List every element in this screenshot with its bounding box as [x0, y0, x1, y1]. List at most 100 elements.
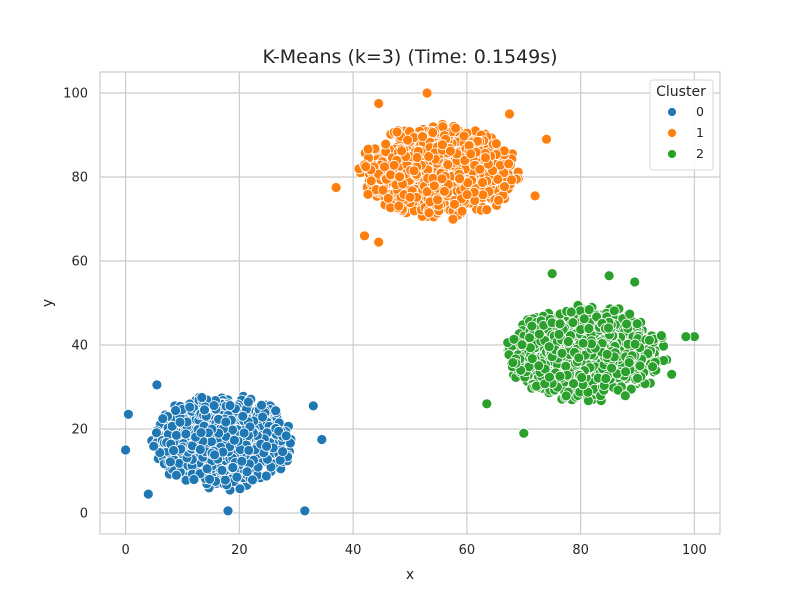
legend-marker-cluster-2	[667, 149, 677, 159]
data-point	[228, 434, 240, 446]
data-point	[168, 445, 180, 456]
data-point	[234, 483, 246, 495]
data-point	[556, 347, 568, 359]
data-point	[411, 152, 423, 163]
data-point	[237, 410, 249, 422]
data-point	[458, 130, 470, 142]
data-point	[421, 186, 433, 198]
data-point	[543, 341, 555, 353]
data-point	[122, 408, 134, 420]
data-point	[444, 145, 456, 157]
data-point	[270, 405, 282, 417]
data-point	[608, 305, 620, 317]
data-point	[423, 207, 435, 219]
y-tick-label: 60	[71, 255, 88, 270]
data-point	[157, 413, 169, 425]
legend-label-cluster-2: 2	[696, 146, 704, 161]
data-point	[257, 411, 269, 423]
x-tick-label: 0	[121, 543, 129, 558]
data-point	[450, 122, 462, 134]
cluster-0-points	[120, 379, 328, 517]
data-point	[493, 194, 504, 206]
data-point	[541, 133, 552, 145]
data-point	[209, 449, 221, 461]
data-point	[385, 169, 397, 181]
y-tick-label: 80	[71, 171, 88, 186]
data-point	[421, 87, 433, 99]
legend-marker-cluster-1	[667, 128, 677, 138]
data-point	[544, 371, 555, 383]
data-point	[603, 270, 615, 282]
data-point	[373, 98, 385, 109]
data-point	[277, 446, 289, 458]
data-point	[577, 337, 589, 349]
x-tick-label: 80	[572, 543, 589, 558]
data-point	[567, 317, 579, 329]
data-point	[578, 313, 590, 325]
x-tick-label: 40	[345, 543, 362, 558]
data-point	[260, 470, 272, 482]
data-point	[241, 466, 253, 478]
data-point	[238, 427, 250, 439]
data-point	[583, 304, 595, 316]
data-point	[461, 189, 473, 201]
cluster-2-points	[481, 268, 700, 439]
data-point	[647, 361, 658, 373]
data-point	[184, 401, 196, 413]
data-point	[391, 126, 403, 138]
data-point	[393, 200, 405, 212]
data-point	[199, 404, 210, 416]
data-point	[632, 372, 643, 384]
data-point	[404, 191, 416, 203]
data-point	[360, 161, 372, 173]
data-point	[524, 332, 535, 344]
data-point	[533, 328, 545, 340]
data-point	[299, 505, 311, 517]
data-point	[247, 474, 258, 486]
data-point	[568, 378, 579, 390]
data-point	[120, 444, 131, 456]
data-point	[208, 400, 220, 412]
data-point	[280, 430, 292, 442]
data-point	[428, 180, 440, 192]
data-point	[396, 145, 408, 157]
data-point	[576, 372, 588, 383]
data-point	[634, 360, 646, 372]
legend-label-cluster-1: 1	[696, 125, 704, 140]
data-point	[196, 392, 208, 403]
data-point	[227, 462, 239, 473]
data-point	[508, 333, 520, 345]
data-point	[330, 182, 342, 193]
data-point	[307, 400, 319, 412]
data-point	[499, 181, 510, 193]
data-point	[408, 165, 420, 177]
data-point	[507, 357, 519, 369]
data-point	[242, 396, 254, 408]
y-axis-label: y	[40, 299, 56, 307]
data-point	[629, 276, 641, 288]
data-point	[503, 158, 515, 170]
data-point	[454, 173, 466, 185]
data-point	[236, 455, 248, 467]
data-point	[362, 188, 374, 200]
data-point	[164, 456, 176, 468]
data-point	[231, 471, 243, 483]
data-point	[620, 366, 631, 378]
data-point	[204, 473, 216, 485]
data-point	[222, 505, 234, 517]
data-point	[560, 390, 572, 402]
data-point	[456, 205, 468, 217]
data-point	[465, 148, 477, 160]
data-point	[220, 416, 232, 428]
y-tick-label: 40	[71, 339, 88, 354]
data-point	[427, 127, 439, 138]
cluster-1-points	[330, 87, 552, 248]
y-axis-ticks: 0 20 40 60 80 100	[63, 87, 88, 522]
data-point	[256, 399, 267, 411]
data-point	[442, 159, 454, 171]
data-point	[174, 416, 186, 428]
y-tick-label: 0	[80, 507, 88, 522]
x-tick-label: 20	[231, 543, 248, 558]
data-point	[600, 373, 612, 384]
x-axis-ticks: 0 20 40 60 80 100	[121, 543, 706, 558]
